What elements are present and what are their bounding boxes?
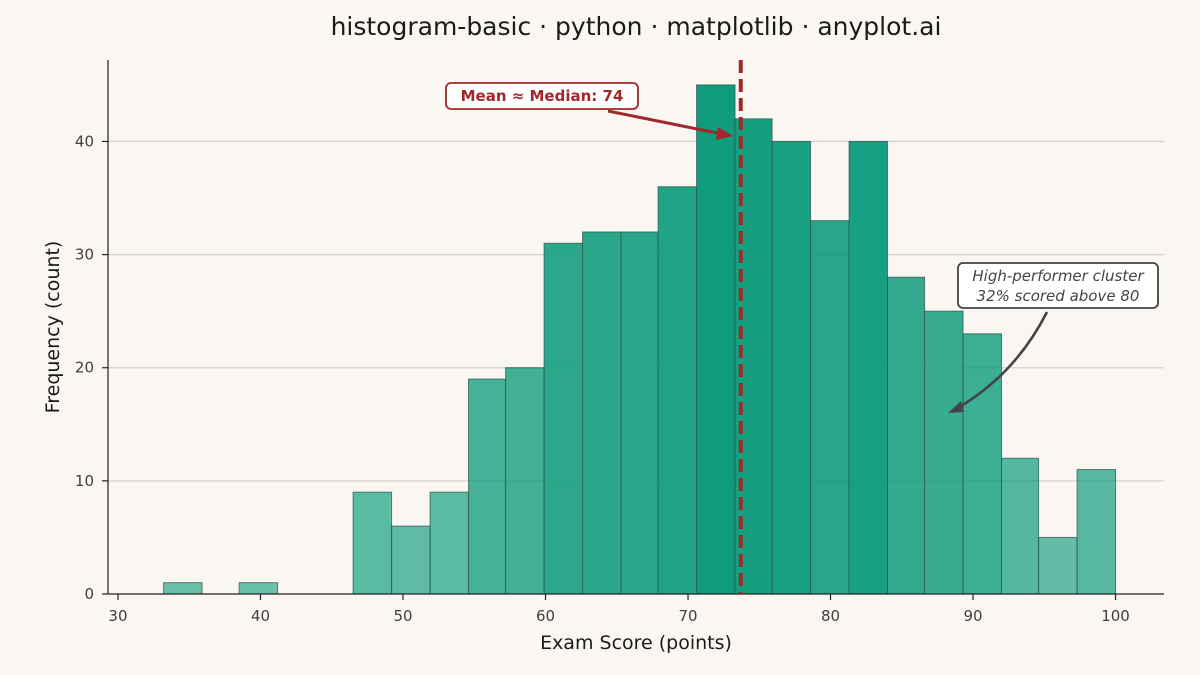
mean-annotation: Mean ≈ Median: 74 xyxy=(445,82,733,140)
histogram-bar xyxy=(505,367,545,595)
y-tick-label: 10 xyxy=(75,472,94,490)
x-tick-label: 70 xyxy=(678,607,697,625)
histogram-bars xyxy=(163,84,1117,595)
x-axis-ticks: 30 40 50 60 70 80 90 100 xyxy=(108,594,1130,625)
axes xyxy=(107,60,1164,595)
x-tick-label: 50 xyxy=(393,607,412,625)
histogram-bar xyxy=(771,140,812,595)
y-tick-label: 20 xyxy=(75,359,94,377)
x-axis-label: Exam Score (points) xyxy=(540,632,732,654)
y-axis-ticks: 0 10 20 30 40 xyxy=(75,132,108,603)
histogram-bar xyxy=(696,84,736,595)
y-tick-label: 0 xyxy=(84,585,94,603)
high-performer-annotation: High-performer cluster 32% scored above … xyxy=(948,262,1159,413)
histogram-bar xyxy=(238,582,279,595)
histogram-bar xyxy=(810,220,850,595)
x-tick-label: 60 xyxy=(536,607,555,625)
histogram-bar xyxy=(657,186,698,595)
y-tick-label: 40 xyxy=(75,132,94,150)
mean-label-box xyxy=(445,82,639,110)
histogram-bar xyxy=(429,491,470,595)
x-tick-label: 90 xyxy=(963,607,982,625)
mean-label: Mean ≈ Median: 74 xyxy=(461,87,624,105)
high-performer-line-2: 32% scored above 80 xyxy=(977,287,1140,305)
x-tick-label: 100 xyxy=(1101,607,1130,625)
x-tick-label: 30 xyxy=(108,607,127,625)
histogram-bar xyxy=(1001,457,1040,595)
mean-arrow-head xyxy=(716,127,733,140)
histogram-bar xyxy=(1038,536,1078,595)
high-performer-arrow xyxy=(955,311,1049,411)
high-performer-line-1: High-performer cluster xyxy=(972,267,1144,285)
histogram-bar xyxy=(582,231,622,595)
y-tick-label: 30 xyxy=(75,246,94,264)
high-performer-box xyxy=(957,262,1159,309)
histogram-bar xyxy=(887,276,926,595)
y-axis-label: Frequency (count) xyxy=(42,241,64,414)
histogram-bar xyxy=(391,525,431,595)
histogram-bar xyxy=(620,231,659,595)
chart-title: histogram-basic · python · matplotlib · … xyxy=(331,12,942,41)
high-performer-arrow-head xyxy=(948,401,964,413)
histogram-bar xyxy=(924,310,964,595)
histogram-bar xyxy=(1076,469,1117,595)
histogram-bar xyxy=(962,333,1003,595)
histogram-bar xyxy=(848,140,889,595)
histogram-bar xyxy=(468,378,507,595)
histogram-bar xyxy=(163,582,203,595)
x-tick-label: 40 xyxy=(251,607,270,625)
mean-arrow xyxy=(607,109,723,136)
histogram-bar xyxy=(543,242,584,595)
x-tick-label: 80 xyxy=(821,607,840,625)
histogram-bar xyxy=(352,491,393,595)
